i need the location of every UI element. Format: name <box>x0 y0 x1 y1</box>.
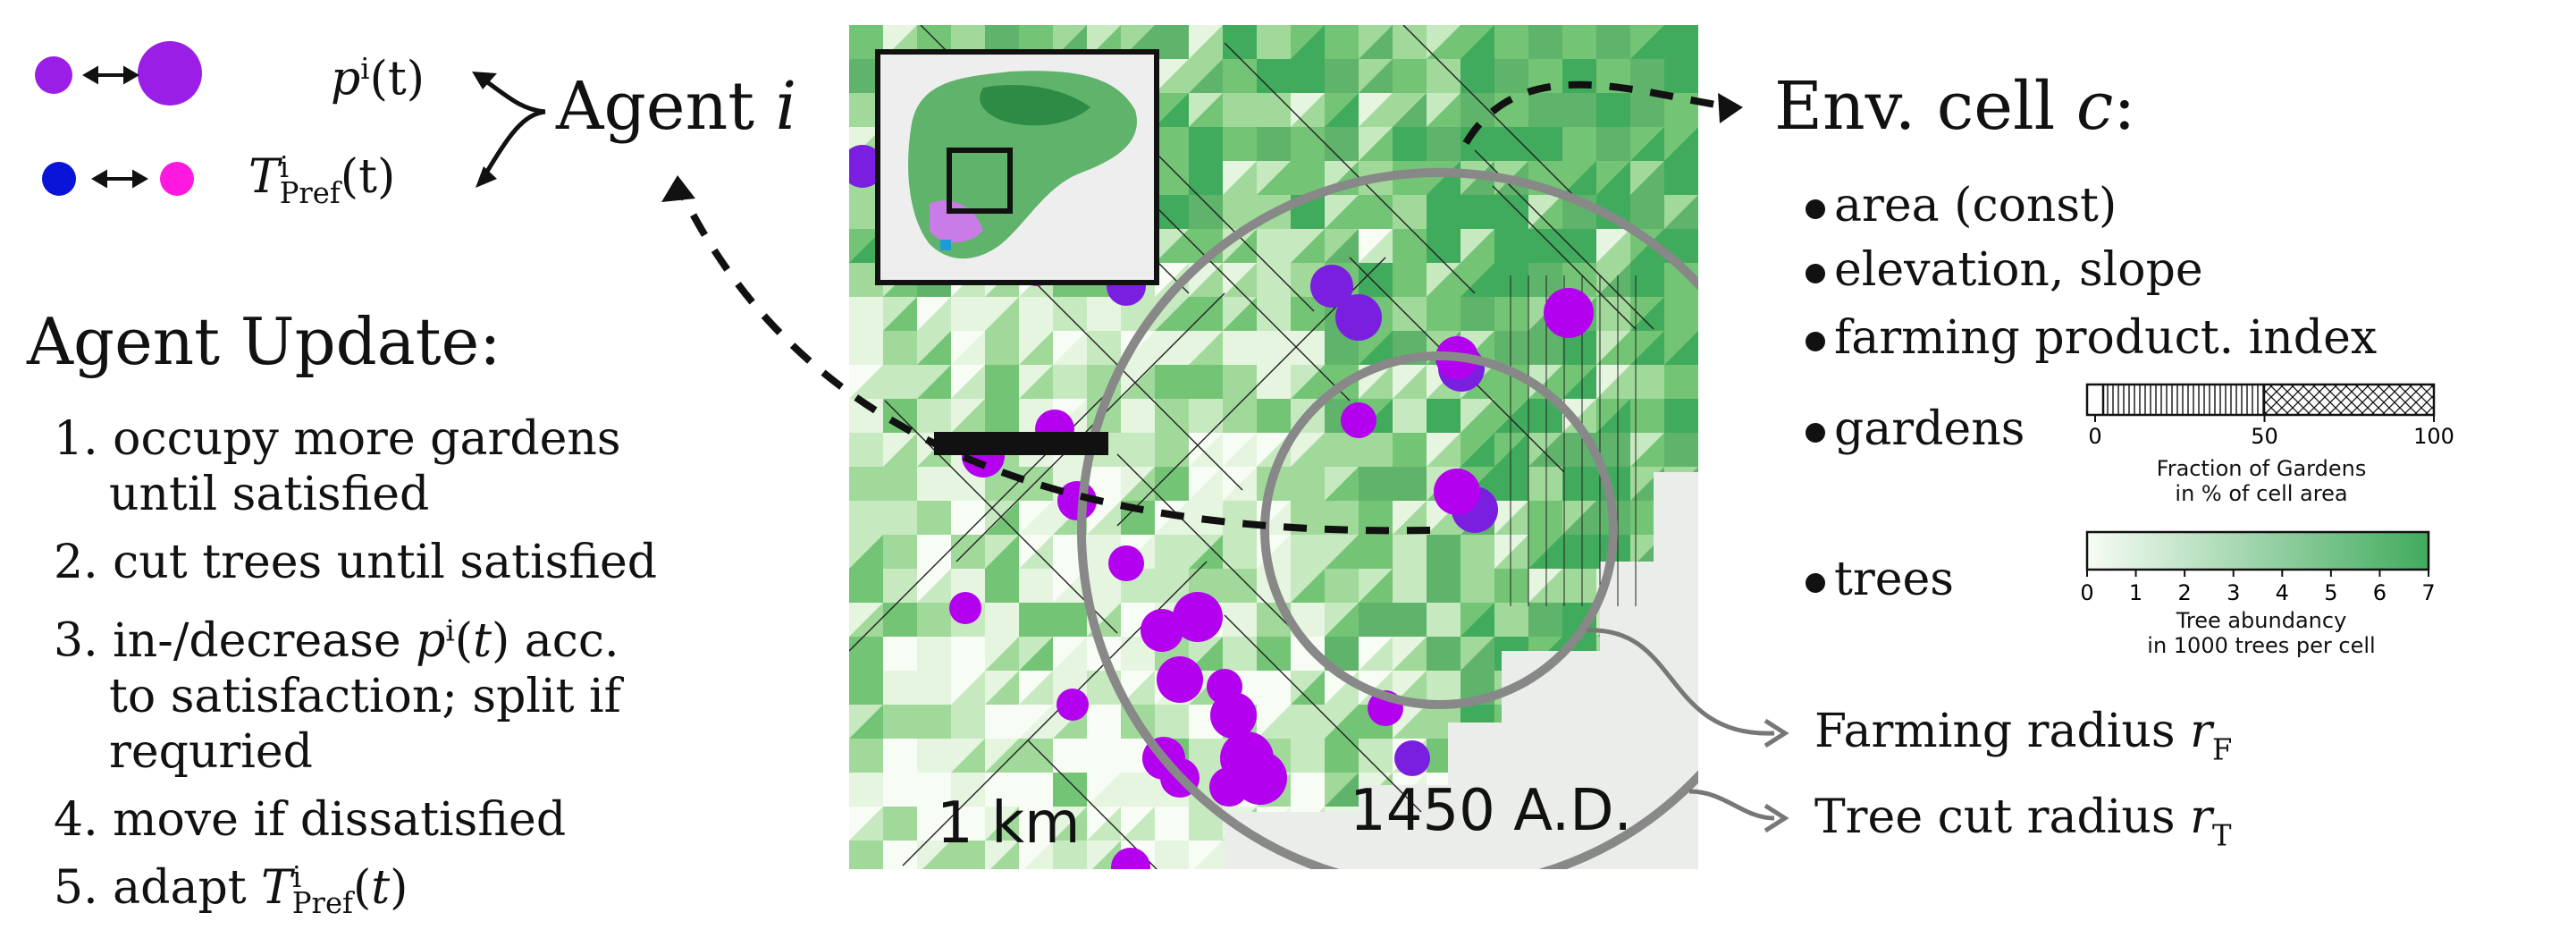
colorbar-tick-label: 7 <box>2421 580 2435 605</box>
treecut-radius-ring <box>1077 168 1698 869</box>
agent-dot <box>1111 848 1150 869</box>
agent-dot <box>949 592 981 624</box>
agent-dot <box>1335 294 1382 341</box>
colorbar-tick-label: 50 <box>2251 424 2278 449</box>
island-map <box>849 25 1698 869</box>
list-item: 1. occupy more gardens <box>54 412 621 466</box>
colorbar-tick-label: 0 <box>2088 424 2101 449</box>
farming-radius-label: Farming radius rF <box>1814 705 2233 767</box>
agent-dot <box>1210 692 1257 739</box>
agent-dot <box>1341 402 1376 438</box>
double-arrow-icon <box>91 169 148 189</box>
gardens-colorbar-label: Fraction of Gardens in % of cell area <box>2156 456 2367 506</box>
list-item: 4. move if dissatisfied <box>54 792 567 847</box>
agent-dot <box>1108 545 1144 581</box>
pref-low-dot <box>42 162 76 196</box>
env-link-arrow <box>1462 80 1722 146</box>
double-arrow-icon <box>82 65 139 85</box>
gardens-colorbar: 0 50 100 <box>2085 383 2454 449</box>
treecut-callout-line <box>1688 789 1775 821</box>
agent-dot <box>1209 767 1249 807</box>
colorbar-tick-label: 6 <box>2373 580 2387 605</box>
colorbar-tick-label: 1 <box>2129 580 2142 605</box>
agent-legend-graphics <box>35 41 546 196</box>
list-item: until satisfied <box>109 468 430 521</box>
year-label: 1450 A.D. <box>1350 778 1632 844</box>
colorbar-tick-label: 0 <box>2080 580 2093 605</box>
list-item: trees <box>1806 553 1954 606</box>
colorbar-tick-label: 3 <box>2227 580 2240 605</box>
ocean-area <box>1225 472 1698 869</box>
scale-label: 1 km <box>937 790 1081 857</box>
colorbar-tick-label: 4 <box>2276 580 2289 605</box>
arrowhead-icon <box>476 166 497 188</box>
agent-dot <box>1141 609 1183 652</box>
farming-callout-line <box>1586 628 1775 736</box>
treecut-radius-label: Tree cut radius rT <box>1814 790 2232 853</box>
agent-dot <box>1173 592 1223 642</box>
agent-dot <box>1056 689 1089 721</box>
scale-bar <box>934 432 1108 455</box>
pref-high-dot <box>160 162 194 196</box>
p-label: pi(t) <box>331 52 425 106</box>
list-item: 3. in-/decrease pi(t) acc. <box>54 613 619 668</box>
agent-dot <box>1434 469 1480 515</box>
list-item: requried <box>109 724 313 779</box>
list-item: area (const) <box>1806 179 2117 232</box>
boundary-lines <box>849 25 1654 869</box>
colorbar-tick-label: 2 <box>2178 580 2192 605</box>
agent-dot <box>1544 288 1594 338</box>
small-size-dot <box>35 56 72 94</box>
list-item: elevation, slope <box>1806 243 2203 297</box>
list-item: 2. cut trees until satisfied <box>54 536 658 589</box>
list-item: farming product. index <box>1806 311 2377 365</box>
arrowhead-icon <box>472 72 497 89</box>
trees-colorbar-label: Tree abundancy in 1000 trees per cell <box>2147 608 2376 658</box>
agent-dot <box>1310 265 1353 308</box>
agent-dot <box>1157 656 1203 703</box>
arrowhead-icon <box>1718 93 1743 123</box>
agent-dot <box>1394 740 1430 776</box>
brace-arrow-icon <box>480 76 546 181</box>
trees-colorbar: 0 1 2 3 4 5 6 7 <box>2080 530 2436 605</box>
large-size-dot <box>138 41 202 106</box>
arrowhead-icon <box>661 175 695 202</box>
arrowhead-icon <box>1764 718 1789 748</box>
env-cell-title: Env. cell c: <box>1774 68 2136 145</box>
agent-update-list: 1. occupy more gardens until satisfied 2… <box>54 411 657 917</box>
agent-update-title: Agent Update: <box>27 304 501 379</box>
list-item: gardens <box>1806 402 2025 456</box>
agent-title: Agent i <box>556 68 797 145</box>
island-inset-map <box>875 49 1159 285</box>
farming-radius-ring <box>1260 351 1618 709</box>
arrowhead-icon <box>1764 803 1789 833</box>
colorbar-tick-label: 100 <box>2413 424 2454 449</box>
list-item: to satisfaction; split if <box>109 669 621 723</box>
colorbar-tick-label: 5 <box>2324 580 2337 605</box>
agent-link-arrow <box>676 186 1431 535</box>
